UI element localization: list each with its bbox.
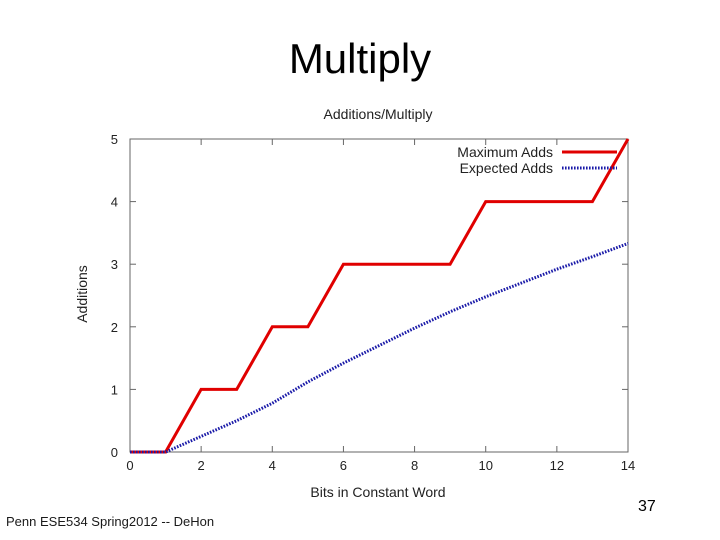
x-tick-label: 14	[621, 458, 635, 473]
x-tick-label: 10	[478, 458, 492, 473]
x-axis-label: Bits in Constant Word	[310, 484, 445, 500]
chart-title: Additions/Multiply	[324, 106, 433, 122]
x-axis-ticks: 0 2 4 6 8 10 12 14	[126, 139, 635, 473]
y-axis-label: Additions	[74, 265, 90, 323]
y-tick-label: 1	[111, 382, 118, 397]
x-tick-label: 6	[340, 458, 347, 473]
y-tick-label: 3	[111, 257, 118, 272]
x-tick-label: 0	[126, 458, 133, 473]
x-tick-label: 2	[198, 458, 205, 473]
series-line-maximum-adds	[130, 138, 630, 454]
series-line-expected-adds	[130, 242, 629, 454]
plot-border	[129, 138, 629, 453]
slide-title: Multiply	[288, 35, 432, 82]
x-tick-label: 12	[550, 458, 564, 473]
y-tick-label: 2	[111, 320, 118, 335]
page-number: 37	[638, 498, 656, 515]
x-tick-label: 8	[411, 458, 418, 473]
legend-label: Expected Adds	[460, 160, 553, 176]
y-tick-label: 5	[111, 132, 118, 147]
x-tick-label: 4	[269, 458, 276, 473]
y-axis-ticks: 0 1 2 3 4 5	[111, 132, 628, 460]
footer-text: Penn ESE534 Spring2012 -- DeHon	[6, 514, 215, 529]
y-tick-label: 0	[111, 445, 118, 460]
y-tick-label: 4	[111, 195, 118, 210]
series-layer	[130, 138, 630, 454]
plot-frame	[129, 138, 629, 453]
legend-label: Maximum Adds	[457, 144, 553, 160]
